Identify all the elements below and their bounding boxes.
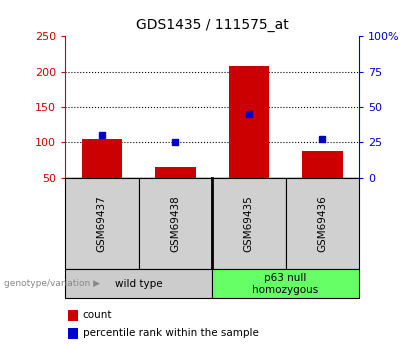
Text: percentile rank within the sample: percentile rank within the sample xyxy=(83,328,259,338)
Bar xyxy=(212,178,286,269)
Bar xyxy=(139,178,212,269)
Text: wild type: wild type xyxy=(115,279,163,289)
Bar xyxy=(228,66,269,178)
Bar xyxy=(68,310,78,321)
Text: GSM69438: GSM69438 xyxy=(171,195,180,252)
Bar xyxy=(155,167,196,178)
Title: GDS1435 / 111575_at: GDS1435 / 111575_at xyxy=(136,18,289,32)
Text: GSM69436: GSM69436 xyxy=(318,195,327,252)
Text: GSM69437: GSM69437 xyxy=(97,195,107,252)
Bar xyxy=(286,178,359,269)
Bar xyxy=(302,151,343,178)
Bar xyxy=(81,139,122,178)
Text: count: count xyxy=(83,310,112,320)
Text: GSM69435: GSM69435 xyxy=(244,195,254,252)
Bar xyxy=(65,269,212,298)
Text: p63 null
homozygous: p63 null homozygous xyxy=(252,273,319,295)
Text: genotype/variation ▶: genotype/variation ▶ xyxy=(4,279,100,288)
Bar xyxy=(68,328,78,339)
Bar xyxy=(65,178,139,269)
Bar xyxy=(212,269,359,298)
